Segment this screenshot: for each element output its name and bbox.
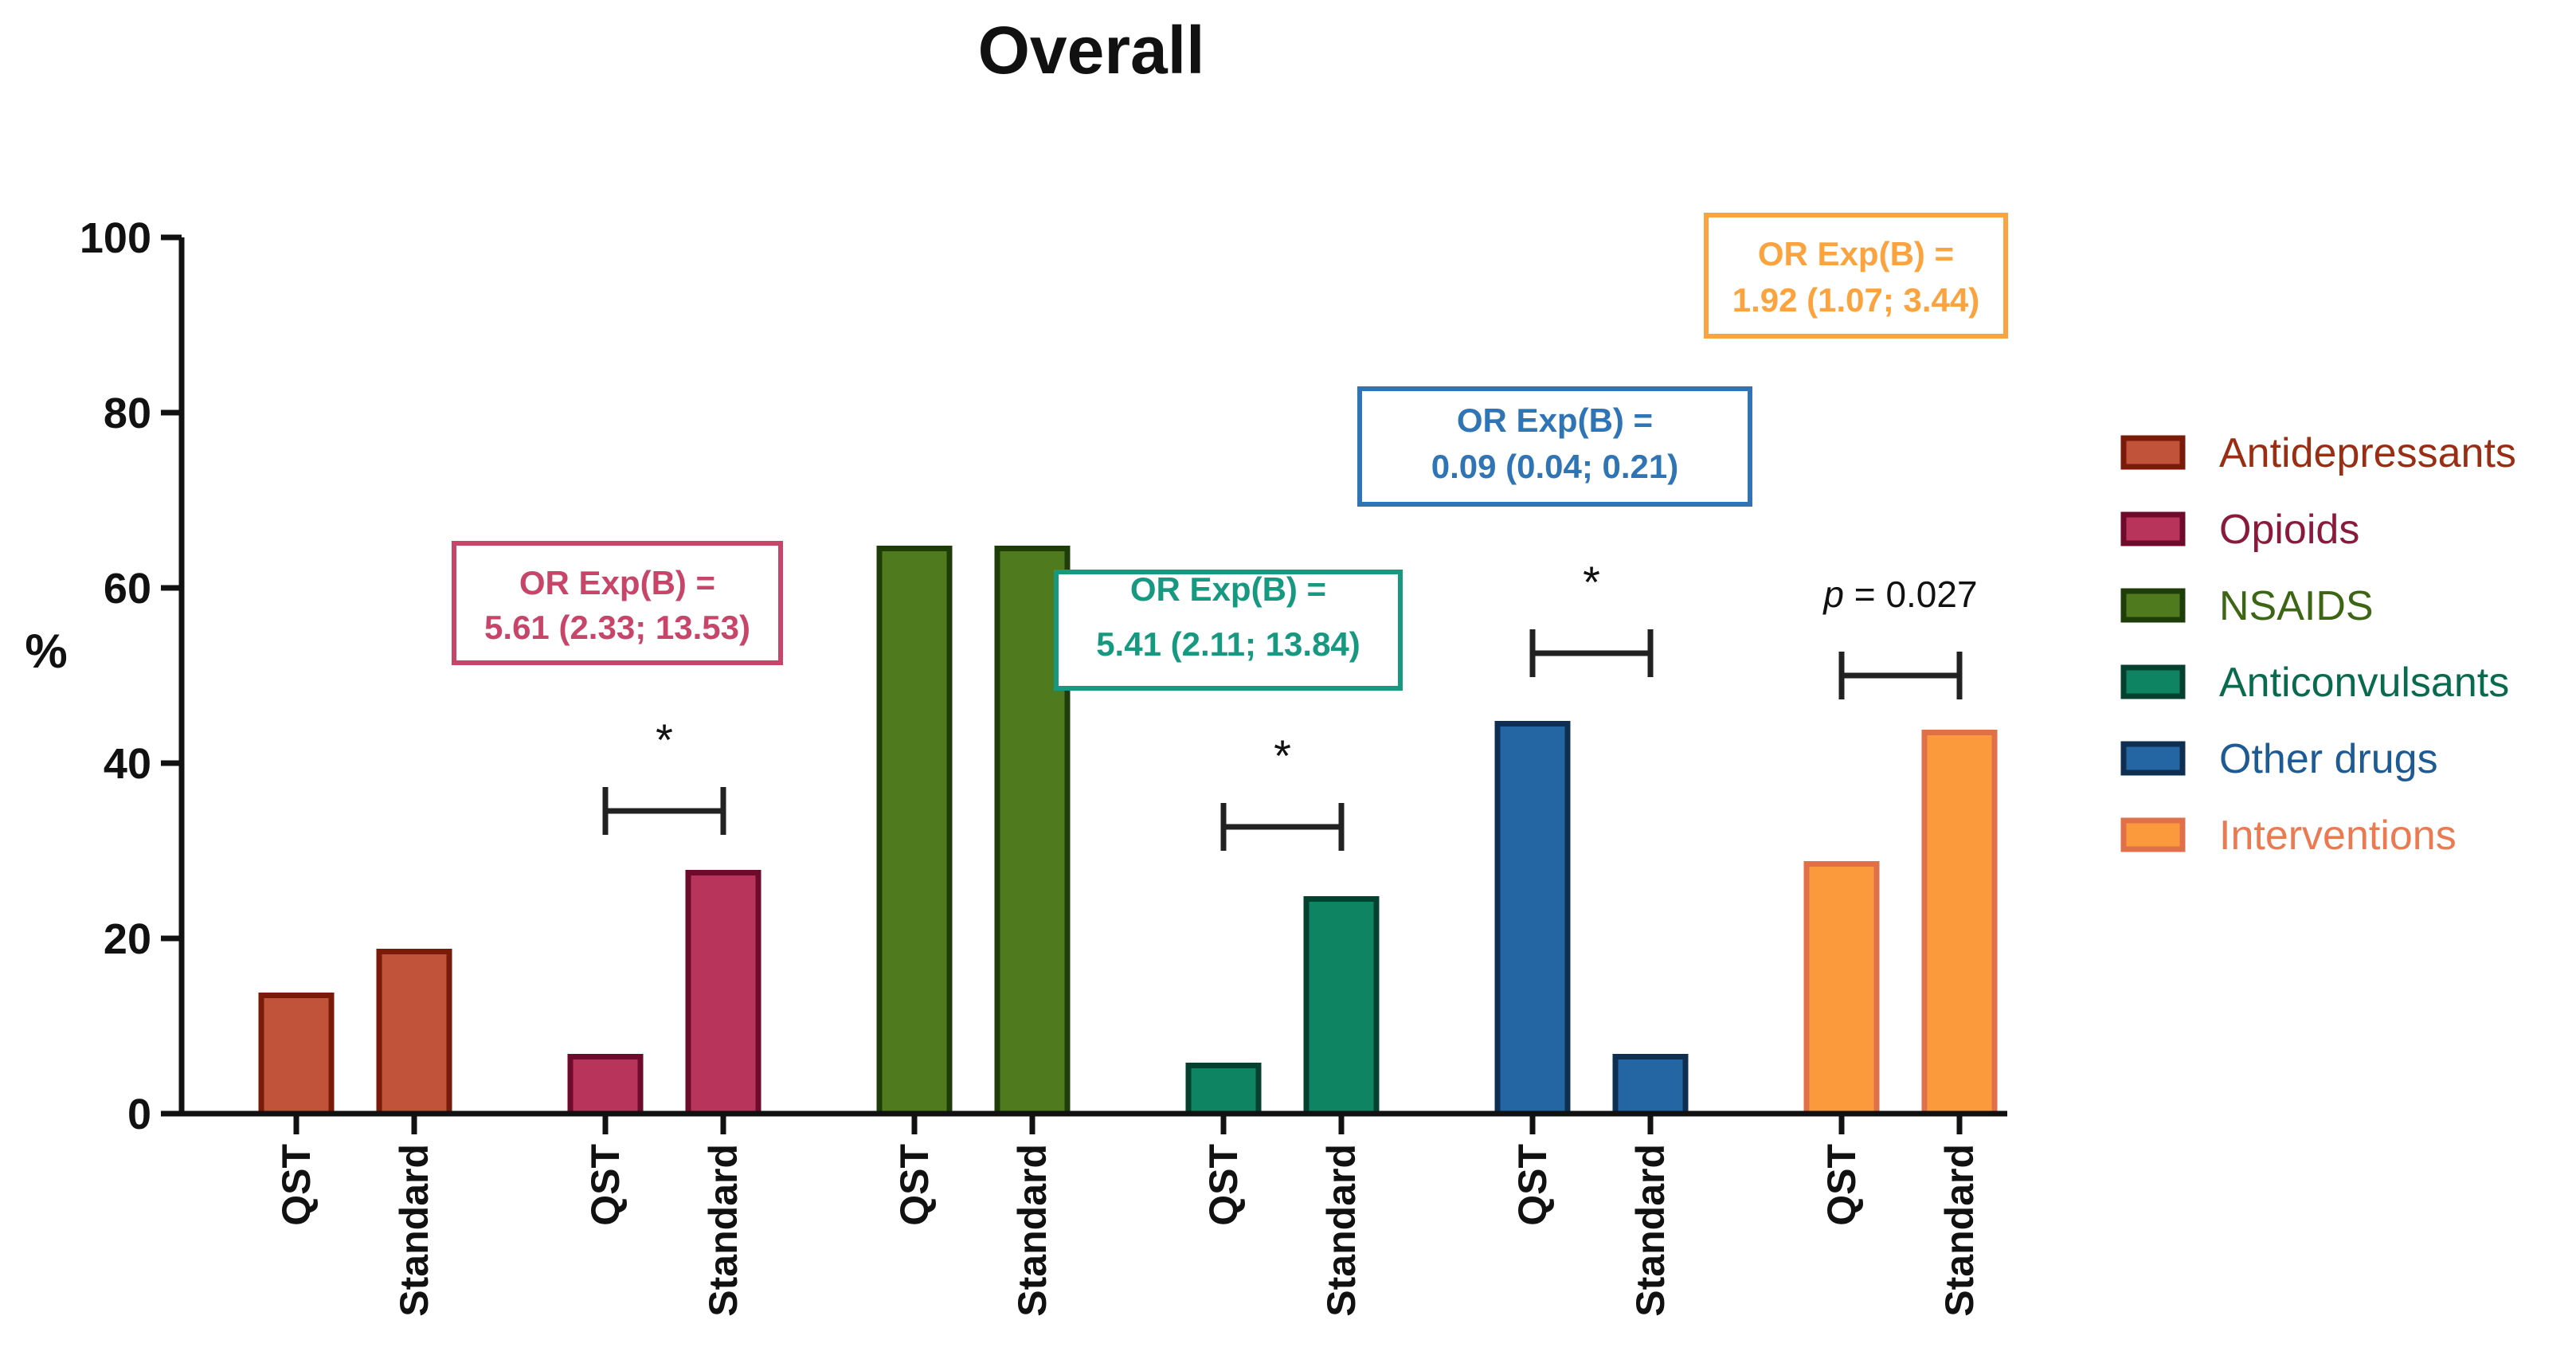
- annotations: OR Exp(B) = 5.61 (2.33; 13.53) OR Exp(B) =…: [452, 213, 2008, 691]
- annotation-line: OR Exp(B) =: [519, 564, 715, 601]
- x-tick-label: Standard: [392, 1144, 437, 1317]
- annotation-line: 5.41 (2.11; 13.84): [1096, 625, 1360, 663]
- y-axis-label: %: [25, 625, 67, 678]
- y-tick-label: 40: [104, 740, 151, 788]
- bar-1-0: [567, 1054, 644, 1117]
- x-tick-label: Standard: [701, 1144, 746, 1317]
- x-tick-label: QST: [583, 1144, 628, 1226]
- legend-swatch-4: [2120, 741, 2186, 776]
- significance-label: *: [1274, 730, 1291, 781]
- x-tick-label: Standard: [1628, 1144, 1673, 1317]
- annotation-line: 5.61 (2.33; 13.53): [484, 609, 750, 646]
- legend-label: Interventions: [2219, 813, 2457, 859]
- x-tick-label: QST: [1201, 1144, 1246, 1226]
- chart-title: Overall: [978, 13, 1205, 88]
- legend-swatch-3: [2120, 664, 2186, 699]
- annotation-line: OR Exp(B) =: [1457, 401, 1653, 439]
- bars: [258, 546, 1998, 1117]
- x-tick-label: Standard: [1937, 1144, 1982, 1317]
- legend-label: Other drugs: [2219, 736, 2438, 782]
- y-tick-label: 20: [104, 915, 151, 963]
- annotation-line: OR Exp(B) =: [1130, 570, 1326, 608]
- y-axis: 0 20 40 60 80 100: [80, 214, 185, 1138]
- x-tick-label: Standard: [1010, 1144, 1055, 1317]
- x-tick-label: QST: [892, 1144, 937, 1226]
- annotation-box: [452, 541, 783, 665]
- bar-1-1: [685, 870, 761, 1117]
- bar-2-0: [876, 546, 953, 1117]
- legend: Antidepressants Opioids NSAIDS Anticonvulsa…: [2120, 430, 2516, 859]
- p-value-label: p = 0.027: [1822, 574, 1977, 615]
- p-value-italic: p: [1822, 574, 1844, 615]
- bar-0-1: [376, 949, 452, 1117]
- significance-markers: * * * p = 0.027: [602, 557, 1978, 851]
- legend-swatch-2: [2120, 588, 2186, 623]
- x-tick-label: QST: [1510, 1144, 1555, 1226]
- bar-3-0: [1185, 1063, 1262, 1117]
- x-tick-label: QST: [274, 1144, 319, 1226]
- p-value-text: = 0.027: [1844, 574, 1978, 615]
- bar-4-0: [1494, 721, 1571, 1117]
- annotation-line: 1.92 (1.07; 3.44): [1732, 281, 1980, 319]
- legend-label: Opioids: [2219, 507, 2359, 553]
- x-tick-label: QST: [1819, 1144, 1864, 1226]
- significance-label: *: [656, 715, 673, 765]
- x-axis: QST Standard QST Standard QST Standard QST Stan…: [179, 1110, 2007, 1317]
- legend-swatch-5: [2120, 817, 2186, 852]
- bar-5-0: [1803, 861, 1880, 1117]
- legend-swatch-0: [2120, 435, 2186, 470]
- annotation-line: OR Exp(B) =: [1758, 235, 1954, 272]
- bar-5-1: [1921, 730, 1998, 1117]
- bar-3-1: [1303, 896, 1380, 1117]
- legend-label: NSAIDS: [2219, 583, 2374, 629]
- legend-label: Antidepressants: [2219, 430, 2516, 476]
- bar-0-0: [258, 993, 335, 1117]
- y-tick-label: 100: [80, 214, 151, 262]
- y-tick-label: 80: [104, 390, 151, 437]
- annotation-box: [1357, 386, 1752, 507]
- x-tick-label: Standard: [1319, 1144, 1364, 1317]
- legend-swatch-1: [2120, 511, 2186, 546]
- annotation-box: [1704, 213, 2008, 339]
- y-tick-label: 60: [104, 565, 151, 613]
- y-tick-label: 0: [127, 1091, 151, 1138]
- annotation-box: [1054, 570, 1403, 691]
- annotation-line: 0.09 (0.04; 0.21): [1431, 448, 1679, 485]
- significance-label: *: [1583, 557, 1600, 607]
- bar-4-1: [1612, 1054, 1689, 1117]
- legend-label: Anticonvulsants: [2219, 660, 2509, 706]
